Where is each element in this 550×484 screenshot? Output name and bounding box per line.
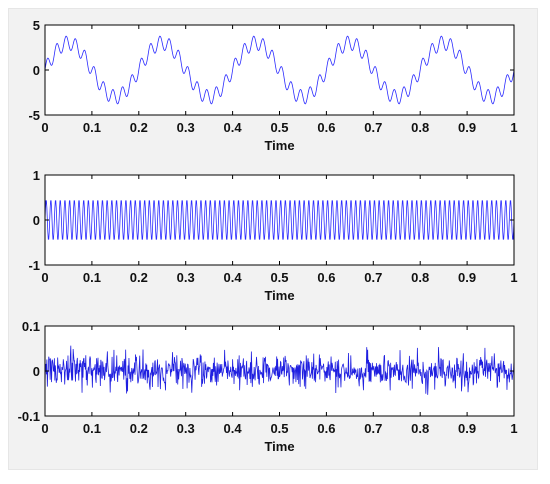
x-tick-label: 0 — [41, 120, 48, 135]
y-tick-label: 5 — [33, 18, 40, 33]
x-tick-label: 0.7 — [364, 421, 382, 436]
x-tick-label: 0 — [41, 270, 48, 285]
x-tick-label: 0.7 — [364, 270, 382, 285]
x-tick-label: 0.3 — [177, 120, 195, 135]
x-tick-label: 0.6 — [317, 120, 335, 135]
x-tick-label: 0 — [41, 421, 48, 436]
x-tick-label: 0.2 — [130, 270, 148, 285]
x-tick-label: 0.3 — [177, 421, 195, 436]
x-tick-label: 0.6 — [317, 270, 335, 285]
y-tick-label: 1 — [33, 168, 40, 183]
subplot-3: 0 0.1 0.2 0.3 0.4 0.5 0.6 0.7 0.8 0.9 10.10-0.1Tim… — [18, 319, 518, 454]
x-tick-label: 0.1 — [83, 421, 101, 436]
x-tick-label: 0.1 — [83, 120, 101, 135]
x-tick-label: 0.4 — [224, 120, 243, 135]
x-tick-label: 0.1 — [83, 270, 101, 285]
x-axis-title: Time — [264, 138, 294, 153]
x-tick-label: 0.4 — [224, 421, 243, 436]
x-tick-label: 0.8 — [411, 270, 429, 285]
x-tick-label: 1 — [510, 120, 517, 135]
x-tick-label: 0.5 — [270, 120, 288, 135]
series-line — [45, 200, 514, 240]
x-tick-label: 1 — [510, 270, 517, 285]
y-tick-label: 0 — [33, 213, 40, 228]
x-tick-label: 0.3 — [177, 270, 195, 285]
y-tick-label: -0.1 — [18, 409, 40, 424]
y-tick-label: 0 — [33, 364, 40, 379]
x-tick-label: 0.5 — [270, 270, 288, 285]
x-tick-label: 1 — [510, 421, 517, 436]
x-axis-title: Time — [264, 288, 294, 303]
y-tick-label: 0 — [33, 63, 40, 78]
x-tick-label: 0.5 — [270, 421, 288, 436]
x-tick-label: 0.6 — [317, 421, 335, 436]
x-tick-label: 0.8 — [411, 120, 429, 135]
x-tick-label: 0.2 — [130, 120, 148, 135]
x-tick-label: 0.4 — [224, 270, 243, 285]
x-tick-label: 0.8 — [411, 421, 429, 436]
y-tick-label: -5 — [28, 108, 40, 123]
y-tick-label: 0.1 — [22, 319, 40, 334]
series-line — [45, 35, 514, 105]
x-tick-label: 0.7 — [364, 120, 382, 135]
x-tick-label: 0.9 — [458, 270, 476, 285]
x-tick-label: 0.2 — [130, 421, 148, 436]
x-tick-label: 0.9 — [458, 421, 476, 436]
series-line — [45, 345, 514, 395]
y-tick-label: -1 — [28, 258, 40, 273]
x-axis-title: Time — [264, 439, 294, 454]
x-tick-label: 0.9 — [458, 120, 476, 135]
